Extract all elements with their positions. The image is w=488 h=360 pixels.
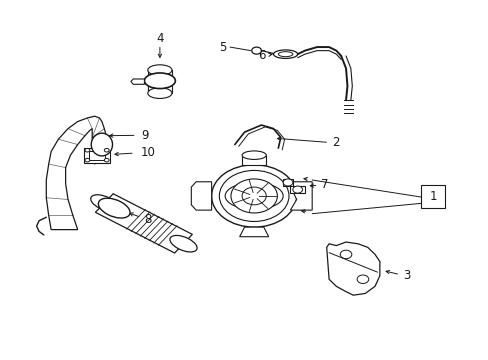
- Ellipse shape: [104, 148, 109, 152]
- Polygon shape: [191, 182, 211, 210]
- Ellipse shape: [242, 187, 265, 205]
- Polygon shape: [46, 116, 106, 230]
- Text: 7: 7: [320, 178, 327, 191]
- Polygon shape: [239, 227, 268, 237]
- Ellipse shape: [211, 165, 296, 227]
- Polygon shape: [283, 179, 292, 186]
- Ellipse shape: [169, 235, 197, 252]
- Polygon shape: [326, 242, 379, 295]
- Ellipse shape: [219, 170, 288, 221]
- Ellipse shape: [98, 198, 130, 218]
- Text: 5: 5: [219, 41, 226, 54]
- Ellipse shape: [242, 151, 265, 159]
- Bar: [420, 185, 444, 208]
- Ellipse shape: [292, 186, 302, 193]
- Text: 9: 9: [142, 129, 149, 142]
- Polygon shape: [147, 70, 172, 93]
- Ellipse shape: [283, 179, 292, 186]
- Text: 2: 2: [332, 136, 340, 149]
- Polygon shape: [95, 194, 192, 253]
- Ellipse shape: [91, 133, 112, 156]
- Polygon shape: [131, 79, 144, 84]
- Ellipse shape: [147, 65, 172, 76]
- Ellipse shape: [85, 148, 90, 152]
- Ellipse shape: [91, 195, 118, 211]
- Polygon shape: [287, 182, 311, 210]
- Ellipse shape: [251, 47, 261, 54]
- Text: 6: 6: [257, 49, 264, 62]
- Polygon shape: [89, 151, 105, 159]
- Polygon shape: [83, 148, 110, 163]
- Text: 10: 10: [140, 146, 155, 159]
- Ellipse shape: [273, 50, 297, 58]
- Ellipse shape: [340, 250, 351, 259]
- Text: 8: 8: [144, 213, 151, 226]
- Ellipse shape: [104, 158, 109, 162]
- Ellipse shape: [224, 183, 283, 210]
- Ellipse shape: [278, 52, 292, 57]
- Text: 4: 4: [156, 32, 163, 45]
- Ellipse shape: [356, 275, 368, 283]
- Ellipse shape: [230, 179, 277, 213]
- Text: 3: 3: [402, 269, 409, 282]
- Polygon shape: [242, 155, 265, 165]
- Ellipse shape: [147, 88, 172, 99]
- Ellipse shape: [85, 158, 90, 162]
- Polygon shape: [290, 186, 305, 193]
- Text: 1: 1: [428, 190, 436, 203]
- Ellipse shape: [144, 73, 175, 89]
